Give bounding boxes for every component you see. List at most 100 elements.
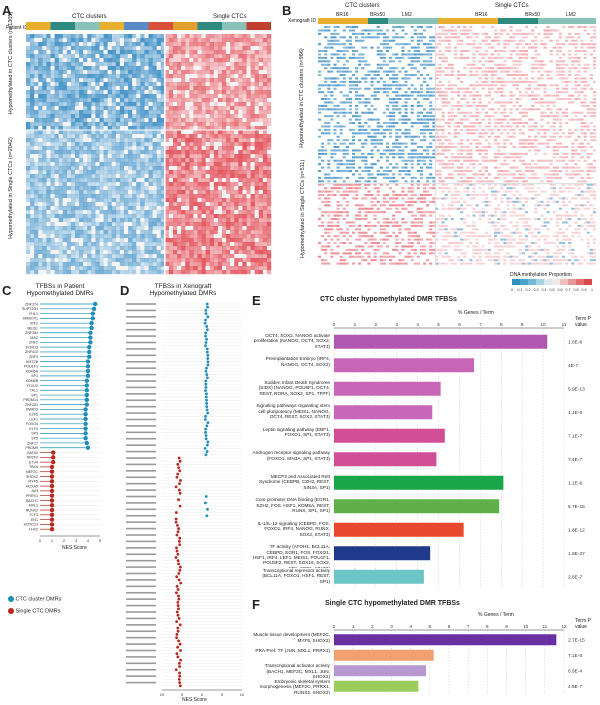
heatmap-cell	[242, 158, 247, 163]
heatmap-cell	[107, 166, 112, 171]
heatmap-cell	[160, 142, 166, 147]
heatmap-cell	[222, 154, 227, 159]
heatmap-cell	[222, 222, 227, 227]
heatmap-cell	[58, 238, 63, 243]
heatmap-cell	[242, 182, 247, 187]
heatmap-cell	[389, 60, 393, 63]
heatmap-cell	[168, 218, 174, 223]
heatmap-cell	[327, 26, 331, 29]
heatmap-cell	[111, 146, 117, 151]
heatmap-cell	[330, 91, 334, 94]
heatmap-cell	[410, 122, 414, 125]
heatmap-cell	[168, 234, 174, 239]
heatmap-cell	[254, 34, 259, 39]
heatmap-cell	[373, 231, 377, 234]
heatmap-cell	[222, 86, 227, 91]
heatmap-cell	[66, 122, 72, 127]
heatmap-cell	[413, 224, 417, 227]
heatmap-cell	[358, 211, 362, 214]
heatmap-cell	[177, 94, 182, 99]
heatmap-cell	[262, 238, 268, 243]
heatmap-cell	[376, 128, 380, 131]
heatmap-cell	[119, 250, 125, 255]
heatmap-cell	[168, 34, 174, 39]
heatmap-cell	[152, 170, 157, 175]
heatmap-cell	[205, 38, 210, 43]
heatmap-cell	[348, 108, 352, 111]
heatmap-cell	[115, 114, 121, 119]
heatmap-cell	[213, 70, 219, 75]
heatmap-cell	[367, 118, 371, 121]
heatmap-cell	[389, 149, 393, 152]
heatmap-cell	[324, 262, 328, 265]
heatmap-cell	[152, 58, 157, 63]
heatmap-cell	[168, 118, 174, 123]
heatmap-cell	[392, 166, 396, 169]
heatmap-cell	[95, 194, 100, 199]
heatmap-cell	[351, 156, 356, 159]
heatmap-cell	[136, 222, 141, 227]
heatmap-cell	[26, 122, 31, 127]
heatmap-cell	[91, 206, 96, 211]
heatmap-cell	[62, 118, 68, 123]
heatmap-cell	[107, 98, 112, 103]
heatmap-cell	[226, 254, 231, 259]
heatmap-cell	[103, 138, 108, 143]
heatmap-cell	[339, 67, 343, 70]
heatmap-cell	[54, 114, 59, 119]
heatmap-cell	[75, 246, 80, 251]
heatmap-cell	[177, 266, 182, 271]
heatmap-cell	[30, 86, 35, 91]
heatmap-cell	[185, 70, 190, 75]
heatmap-cell	[370, 166, 374, 169]
heatmap-cell	[213, 54, 219, 59]
heatmap-cell	[79, 134, 84, 139]
heatmap-cell	[164, 94, 170, 99]
heatmap-cell	[66, 162, 72, 167]
heatmap-cell	[429, 101, 433, 104]
heatmap-cell	[168, 246, 174, 251]
heatmap-cell	[385, 146, 390, 149]
heatmap-cell	[83, 66, 88, 71]
heatmap-cell	[46, 218, 51, 223]
heatmap-cell	[119, 138, 125, 143]
heatmap-cell	[209, 78, 215, 83]
heatmap-cell	[140, 154, 145, 159]
heatmap-cell	[128, 82, 133, 87]
heatmap-cell	[351, 74, 356, 77]
heatmap-cell	[193, 118, 198, 123]
heatmap-cell	[242, 218, 247, 223]
heatmap-cell	[376, 80, 380, 83]
heatmap-cell	[321, 63, 325, 66]
heatmap-cell	[189, 82, 194, 87]
heatmap-cell	[401, 56, 405, 59]
heatmap-cell	[254, 94, 259, 99]
heatmap-cell	[79, 126, 84, 131]
heatmap-cell	[189, 62, 194, 67]
heatmap-cell	[266, 150, 272, 155]
heatmap-cell	[222, 126, 227, 131]
heatmap-cell	[266, 34, 272, 39]
heatmap-cell	[83, 222, 88, 227]
heatmap-cell	[416, 146, 420, 149]
heatmap-cell	[95, 242, 100, 247]
heatmap-cell	[168, 194, 174, 199]
heatmap-cell	[250, 142, 255, 147]
heatmap-cell	[407, 118, 411, 121]
heatmap-cell	[185, 106, 190, 111]
heatmap-cell	[242, 78, 247, 83]
heatmap-cell	[345, 139, 349, 142]
heatmap-cell	[26, 210, 31, 215]
heatmap-cell	[333, 111, 337, 114]
heatmap-cell	[401, 132, 405, 135]
heatmap-cell	[416, 156, 420, 159]
heatmap-cell	[351, 197, 356, 200]
heatmap-cell	[189, 78, 194, 83]
heatmap-cell	[250, 146, 255, 151]
heatmap-cell	[115, 98, 121, 103]
heatmap-cell	[34, 66, 39, 71]
heatmap-cell	[70, 34, 76, 39]
heatmap-cell	[46, 182, 51, 187]
heatmap-cell	[42, 174, 47, 179]
heatmap-cell	[266, 102, 272, 107]
